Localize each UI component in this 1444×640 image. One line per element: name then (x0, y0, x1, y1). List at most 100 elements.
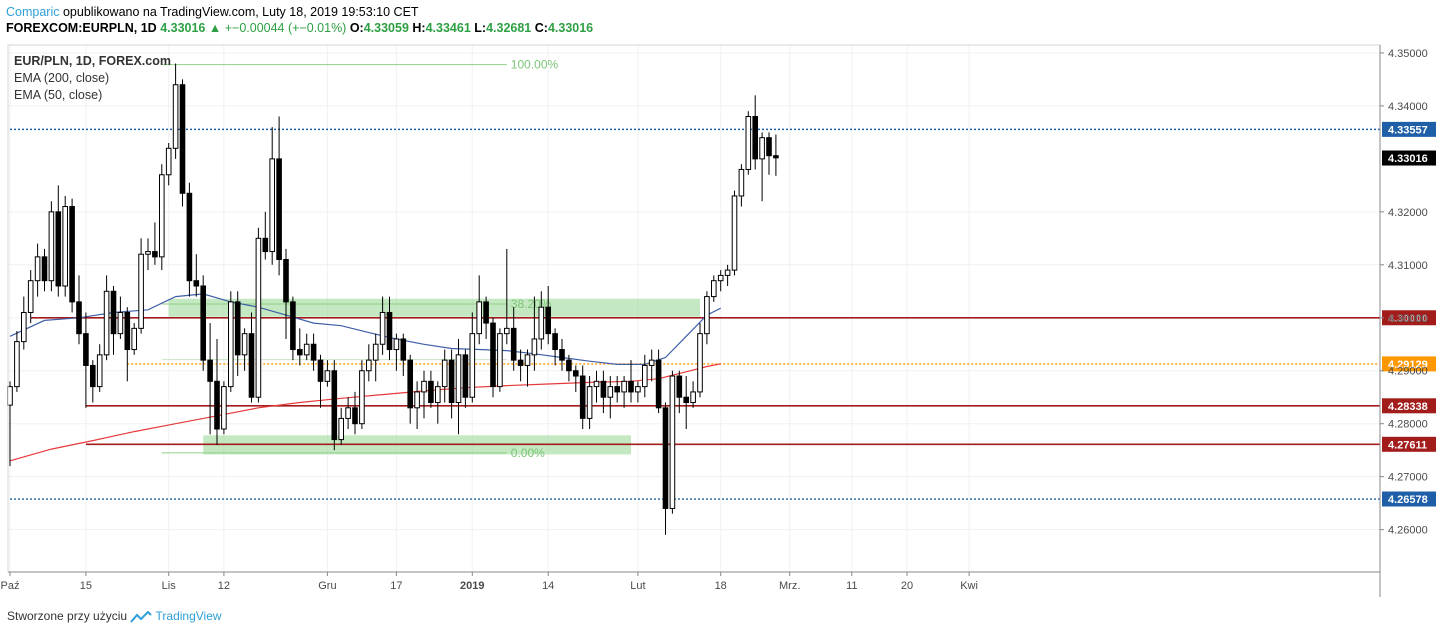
candle[interactable] (345, 397, 351, 429)
candle[interactable] (96, 344, 103, 392)
candle[interactable] (469, 312, 476, 403)
candle[interactable] (62, 195, 69, 297)
candle[interactable] (138, 238, 144, 334)
candle[interactable] (152, 222, 158, 265)
candle[interactable] (372, 333, 379, 382)
candle[interactable] (269, 127, 275, 265)
candle[interactable] (83, 312, 89, 408)
candle[interactable] (655, 349, 662, 414)
tradingview-link[interactable]: TradingView (155, 609, 222, 623)
candle[interactable] (76, 275, 82, 345)
candle[interactable] (476, 275, 482, 345)
candle[interactable] (234, 291, 241, 377)
candle[interactable] (566, 354, 572, 382)
candle[interactable] (642, 354, 648, 398)
candle[interactable] (745, 111, 752, 175)
candle[interactable] (262, 211, 269, 260)
candle[interactable] (41, 248, 48, 292)
candle[interactable] (193, 254, 200, 297)
candle[interactable] (738, 164, 745, 207)
candle[interactable] (103, 275, 110, 361)
candle[interactable] (400, 333, 407, 377)
candle[interactable] (773, 134, 779, 176)
author-link[interactable]: Comparic (6, 5, 60, 19)
candle[interactable] (614, 376, 621, 403)
candle[interactable] (573, 365, 579, 392)
candle[interactable] (731, 190, 738, 276)
candle[interactable] (117, 296, 124, 339)
candle[interactable] (186, 182, 193, 297)
candle[interactable] (159, 164, 165, 271)
candle[interactable] (697, 323, 703, 398)
candle[interactable] (455, 338, 462, 435)
candle[interactable] (635, 381, 641, 403)
candle[interactable] (621, 376, 627, 408)
candle[interactable] (207, 323, 213, 435)
candle[interactable] (600, 370, 607, 414)
candle[interactable] (510, 307, 517, 371)
candle[interactable] (179, 79, 186, 207)
candle[interactable] (241, 328, 248, 371)
candle[interactable] (441, 349, 448, 403)
candle[interactable] (669, 370, 676, 514)
candle[interactable] (504, 248, 510, 345)
candle[interactable] (276, 116, 282, 276)
candle[interactable] (331, 360, 338, 451)
candle[interactable] (711, 275, 717, 302)
candle[interactable] (228, 291, 234, 392)
candle[interactable] (145, 238, 151, 271)
candle[interactable] (48, 201, 55, 292)
candle[interactable] (386, 296, 393, 361)
candle[interactable] (283, 248, 289, 339)
candle[interactable] (497, 328, 503, 392)
candle[interactable] (338, 407, 344, 445)
candle[interactable] (628, 360, 634, 403)
candle[interactable] (648, 349, 655, 382)
candle[interactable] (448, 349, 455, 419)
candle[interactable] (428, 370, 434, 408)
candle[interactable] (303, 333, 310, 361)
candles[interactable] (7, 63, 779, 535)
candle[interactable] (359, 360, 365, 429)
candle[interactable] (759, 132, 765, 202)
candle[interactable] (297, 328, 303, 366)
candle[interactable] (483, 296, 489, 339)
candle[interactable] (683, 376, 690, 429)
candle[interactable] (724, 264, 731, 286)
candle[interactable] (165, 142, 172, 186)
candle[interactable] (593, 370, 600, 403)
candle[interactable] (90, 360, 96, 403)
candle[interactable] (662, 402, 669, 535)
candle[interactable] (676, 370, 683, 414)
candle[interactable] (366, 344, 372, 382)
candle[interactable] (317, 354, 324, 408)
candle[interactable] (27, 270, 34, 324)
candle[interactable] (55, 185, 62, 297)
candle[interactable] (435, 381, 441, 424)
candle[interactable] (586, 376, 593, 429)
candle[interactable] (545, 285, 552, 345)
candle[interactable] (110, 285, 117, 355)
candle[interactable] (214, 338, 220, 445)
candle[interactable] (524, 349, 531, 387)
candle[interactable] (69, 198, 75, 313)
candle[interactable] (421, 370, 427, 419)
candle[interactable] (579, 365, 586, 429)
candle[interactable] (324, 360, 331, 387)
candle[interactable] (766, 132, 772, 175)
candle[interactable] (352, 391, 358, 435)
candle[interactable] (490, 317, 496, 398)
candle[interactable] (131, 323, 137, 355)
candle[interactable] (559, 338, 565, 371)
candle[interactable] (752, 95, 759, 170)
candle[interactable] (717, 270, 724, 292)
candle[interactable] (704, 291, 710, 345)
candle[interactable] (310, 333, 317, 371)
candle[interactable] (21, 296, 27, 350)
candle[interactable] (531, 296, 538, 371)
candle[interactable] (200, 275, 206, 371)
candle[interactable] (172, 63, 179, 159)
candle[interactable] (414, 381, 420, 429)
